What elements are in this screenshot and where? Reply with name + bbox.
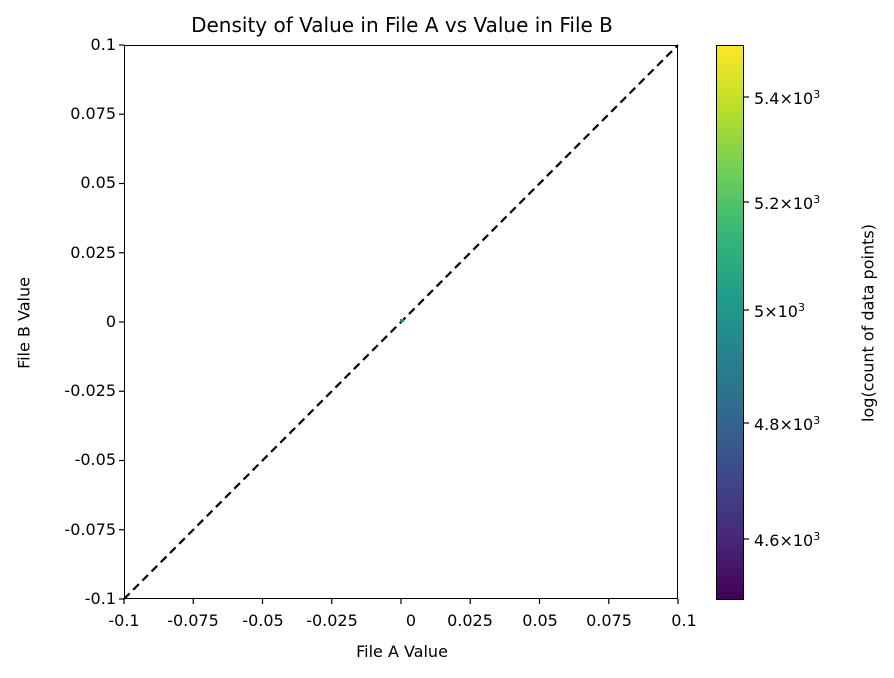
colorbar xyxy=(716,45,744,600)
colorbar-tick-label: 4.8×103 xyxy=(754,414,821,434)
y-ticks xyxy=(119,44,124,600)
colorbar-ticks xyxy=(744,96,749,540)
x-tick-label: 0.075 xyxy=(586,611,632,630)
x-axis-label: File A Value xyxy=(356,642,448,661)
x-tick-label: 0.1 xyxy=(671,611,697,630)
colorbar-tick-label: 4.6×103 xyxy=(754,530,821,550)
x-tick-label: -0.1 xyxy=(108,611,140,630)
x-tick-label: 0.025 xyxy=(447,611,493,630)
x-tick-label: 0 xyxy=(405,611,417,630)
y-tick-label: -0.1 xyxy=(84,589,116,608)
x-tick-label: 0.05 xyxy=(522,611,558,630)
y-axis-label: File B Value xyxy=(14,277,34,369)
y-tick-label: -0.075 xyxy=(64,520,116,539)
chart-title: Density of Value in File A vs Value in F… xyxy=(191,13,613,37)
x-ticks xyxy=(123,599,679,604)
x-tick-label: -0.075 xyxy=(167,611,219,630)
colorbar-tick-label: 5.4×103 xyxy=(754,88,821,108)
data-point xyxy=(400,319,404,322)
y-tick-label: 0.1 xyxy=(90,35,116,54)
colorbar-tick-label: 5×103 xyxy=(754,301,805,321)
y-tick-label: 0.075 xyxy=(70,104,116,123)
colorbar-tick-label: 5.2×103 xyxy=(754,193,821,213)
y-tick-label: 0 xyxy=(105,312,116,331)
y-tick-label: 0.05 xyxy=(80,173,116,192)
y-tick-label: -0.025 xyxy=(64,381,116,400)
x-tick-label: -0.05 xyxy=(242,611,284,630)
plot-area xyxy=(124,45,678,599)
colorbar-label: log(count of data points) xyxy=(858,224,878,422)
y-tick-label: -0.05 xyxy=(74,450,116,469)
y-tick-label: 0.025 xyxy=(70,243,116,262)
x-tick-label: -0.025 xyxy=(306,611,358,630)
